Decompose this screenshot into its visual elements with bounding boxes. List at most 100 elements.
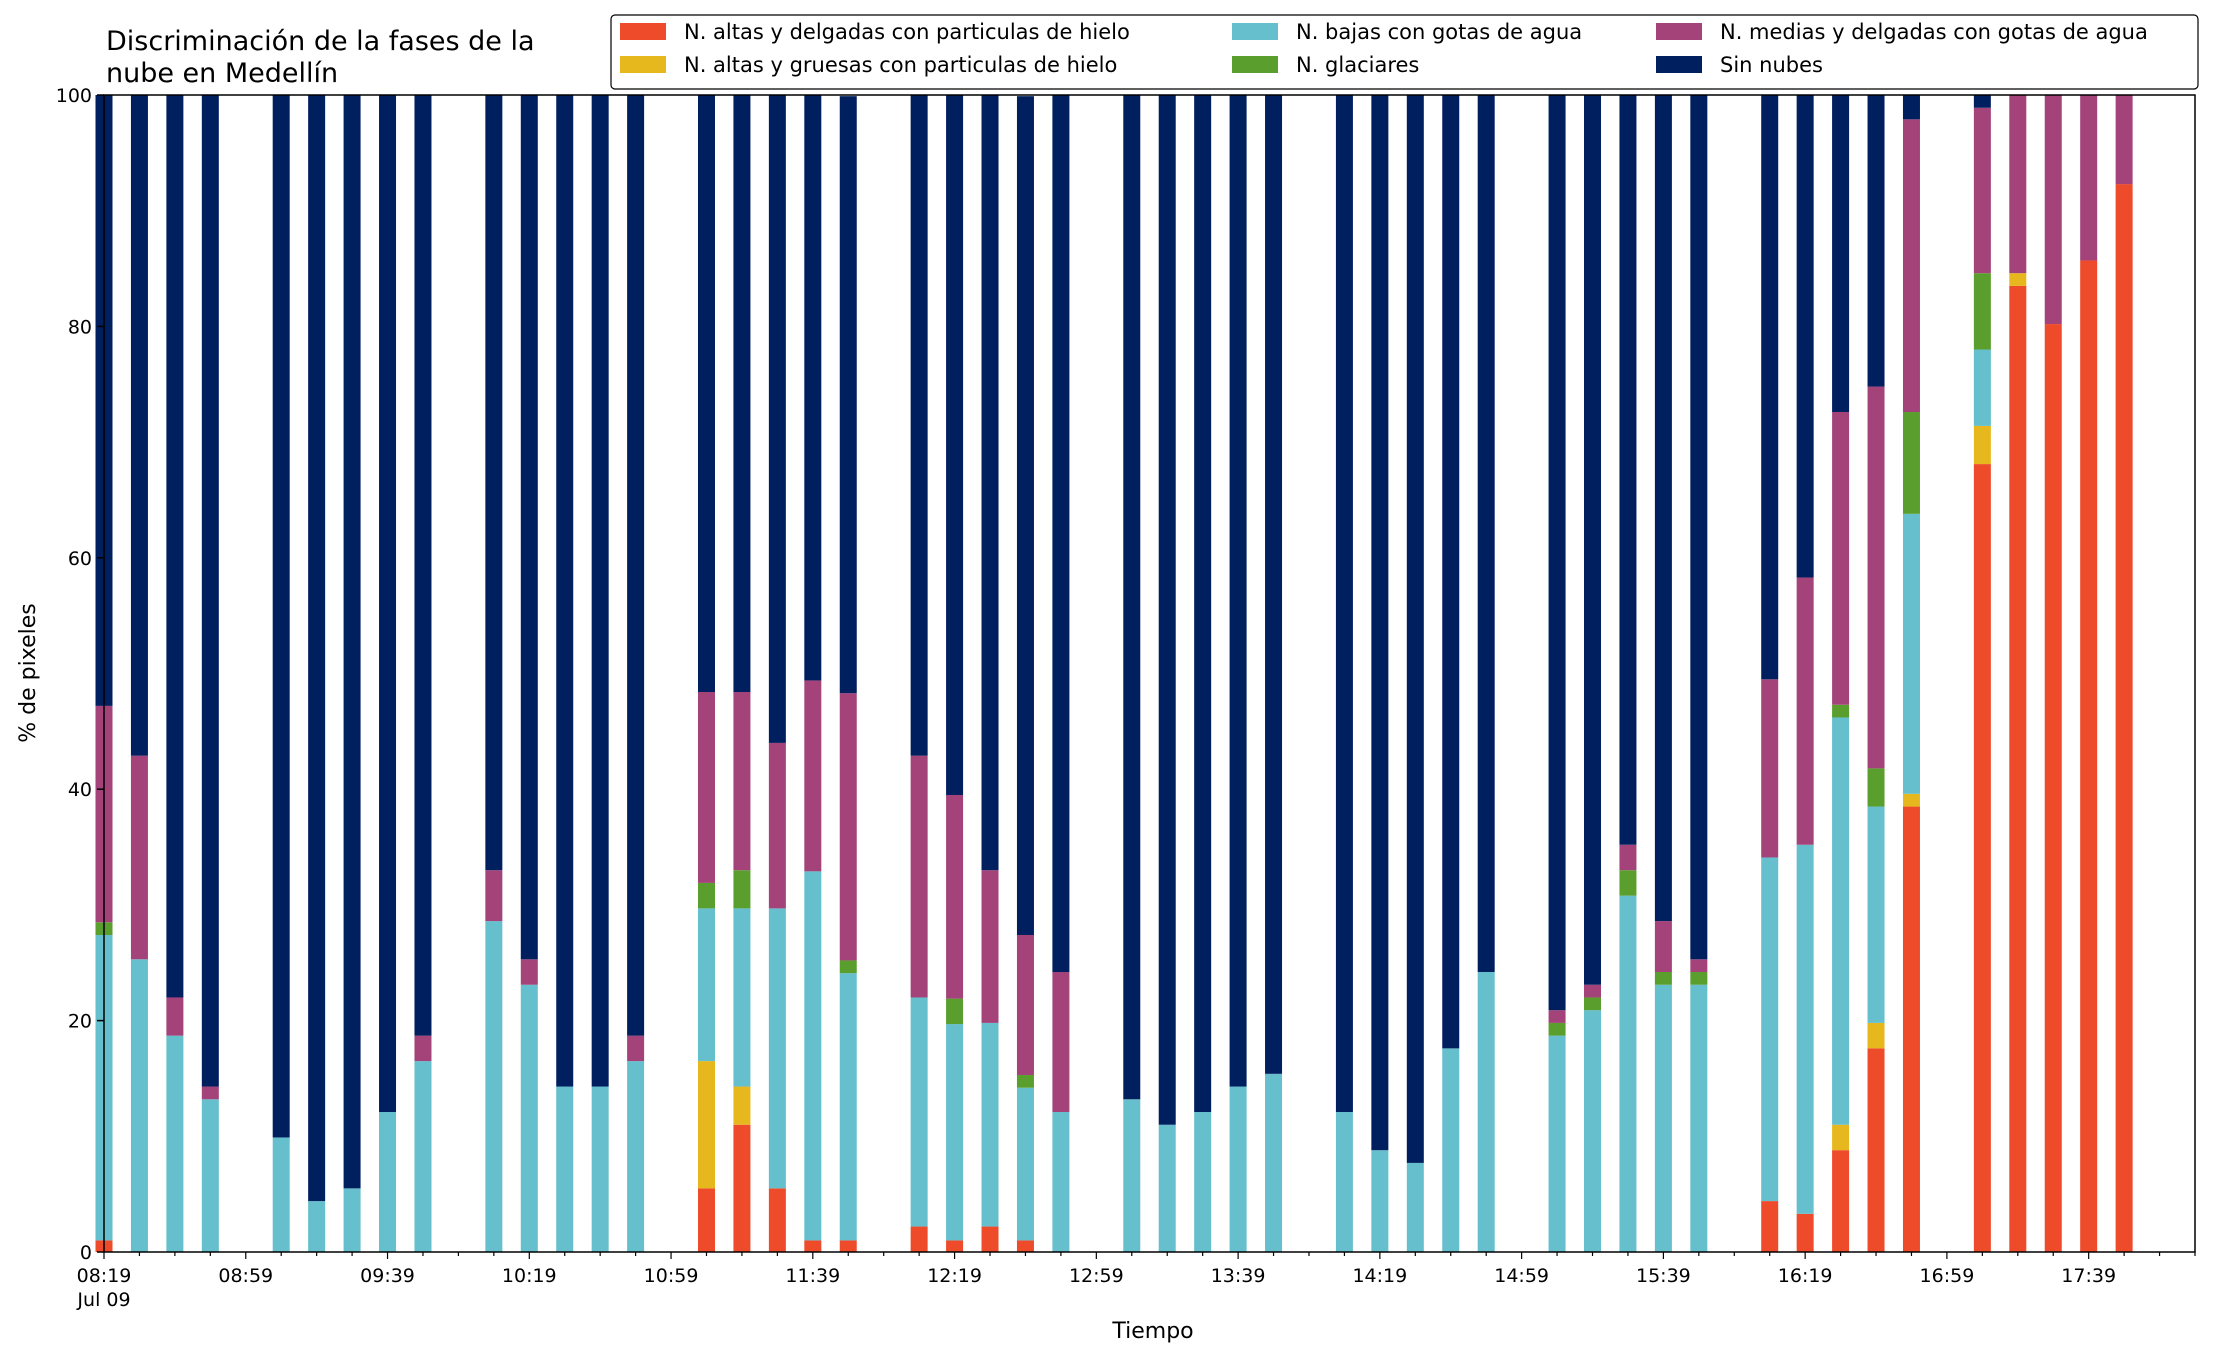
chart-title-line-2: nube en Medellín [106,58,338,89]
bar-segment-s5-t33 [1477,95,1495,973]
bar-segment-s5-t5 [308,95,326,1202]
bar-segment-s2-t10 [520,984,538,1252]
bar-segment-s3-t37 [1654,972,1672,985]
bar-segment-s0-t48 [2115,184,2133,1253]
x-tick-label-14: 17:39 [2061,1265,2116,1287]
bar-segment-s0-t39 [1761,1201,1779,1252]
x-tick-label-9: 14:19 [1352,1265,1407,1287]
bar-segment-s2-t28 [1265,1073,1283,1252]
bar-segment-s0-t43 [1902,806,1920,1252]
bar-segment-s5-t42 [1867,95,1885,387]
x-axis: 08:19 08:59 09:39 10:19 10:59 11:39 12:19 12:59… [76,1252,2196,1311]
x-tick-label-10: 14:59 [1494,1265,1549,1287]
x-tick-label-11: 15:39 [1636,1265,1691,1287]
x-tick-label-1: 08:59 [218,1265,273,1287]
bar-segment-s2-t9 [485,921,503,1252]
bar-segment-s4-t18 [839,693,857,961]
bar-segment-s3-t34 [1548,1022,1566,1036]
bar-segment-s2-t16 [768,908,786,1189]
legend: N. altas y delgadas con particulas de hi… [610,14,2199,90]
y-tick-label-0: 0 [80,1242,92,1264]
bar-segment-s5-t36 [1619,95,1637,845]
bar-segment-s5-t44 [1973,95,1991,108]
bar-segment-s5-t2 [166,95,184,998]
bar-segment-s3-t15 [733,870,751,909]
x-axis-label: Tiempo [1111,1319,1193,1344]
bar-segment-s3-t36 [1619,870,1637,896]
bar-segment-s5-t10 [520,95,538,960]
legend-label-1: N. altas y gruesas con particulas de hie… [684,53,1117,77]
bar-segment-s2-t37 [1654,984,1672,1252]
bar-segment-s4-t35 [1584,984,1602,998]
y-axis-label: % de pixeles [16,603,41,742]
legend-swatch-3 [1232,56,1278,73]
bar-segment-s4-t37 [1654,921,1672,973]
bar-segment-s1-t43 [1902,793,1920,807]
bar-segment-s4-t1 [130,755,148,960]
bar-segment-s2-t36 [1619,895,1637,1252]
bar-segment-s4-t40 [1796,577,1814,845]
bar-segment-s4-t23 [1052,972,1070,1113]
bar-segment-s3-t38 [1690,972,1708,985]
bar-segment-s1-t41 [1832,1124,1850,1151]
bar-segment-s5-t18 [839,96,857,694]
bar-segment-s4-t45 [2009,95,2027,274]
bar-segment-s2-t1 [130,959,148,1252]
bar-segment-s5-t24 [1123,95,1141,1100]
bar-segment-s2-t39 [1761,857,1779,1202]
plot-frame [103,94,2196,1253]
bar-segment-s0-t40 [1796,1213,1814,1252]
bar-segment-s5-t38 [1690,95,1708,960]
chart-title-line-1: Discriminación de la fases de la [106,26,535,57]
legend-label-4: N. medias y delgadas con gotas de agua [1720,20,2148,44]
bar-segment-s2-t29 [1335,1112,1353,1252]
bar-segment-s4-t46 [2044,95,2062,325]
x-tick-label-0: 08:19 [77,1265,132,1287]
x-tick-label-8: 13:39 [1211,1265,1266,1287]
bar-segment-s4-t10 [520,959,538,985]
bar-segment-s3-t18 [839,960,857,974]
bar-segment-s2-t15 [733,908,751,1087]
bar-segment-s5-t34 [1548,95,1566,1011]
bar-segment-s2-t44 [1973,349,1991,426]
y-tick-label-4: 80 [68,316,92,338]
bar-segment-s5-t11 [556,95,574,1087]
bar-segment-s3-t20 [946,998,964,1025]
bar-segment-s2-t24 [1123,1099,1141,1252]
bar-segment-s5-t14 [697,95,715,693]
bar-segment-s2-t12 [591,1086,609,1252]
bar-segment-s5-t13 [627,95,645,1036]
bar-segment-s2-t41 [1832,717,1850,1125]
bar-segment-s4-t21 [981,870,999,1023]
bar-segment-s4-t48 [2115,95,2133,185]
bar-segment-s5-t25 [1158,95,1176,1125]
bar-segment-s4-t47 [2080,95,2098,261]
bar-segment-s0-t42 [1867,1048,1885,1252]
bar-segment-s5-t26 [1194,95,1212,1112]
y-axis: 0 20 40 60 80 100 [56,85,104,1264]
bar-segment-s5-t12 [591,95,609,1087]
bar-segment-s5-t1 [130,95,148,756]
bar-segment-s4-t34 [1548,1010,1566,1023]
bar-segment-s2-t11 [556,1086,574,1252]
bar-segment-s3-t44 [1973,273,1991,350]
legend-label-0: N. altas y delgadas con particulas de hi… [684,20,1130,44]
legend-swatch-5 [1656,56,1702,73]
bar-segment-s4-t38 [1690,959,1708,973]
bar-segment-s4-t8 [414,1035,432,1062]
x-tick-label-4: 10:59 [644,1265,699,1287]
bar-series-group [95,95,2133,1253]
bar-segment-s4-t43 [1902,119,1920,413]
bar-segment-s0-t22 [1016,1240,1034,1252]
legend-swatch-4 [1656,23,1702,40]
bar-segment-s5-t8 [414,95,432,1036]
bar-segment-s4-t42 [1867,386,1885,769]
bar-segment-s2-t6 [343,1188,361,1252]
bar-segment-s2-t19 [910,997,928,1227]
x-date-label: Jul 09 [76,1289,130,1311]
bar-segment-s0-t18 [839,1240,857,1252]
legend-label-2: N. bajas con gotas de agua [1296,20,1582,44]
bar-segment-s1-t42 [1867,1022,1885,1049]
bar-segment-s5-t28 [1265,95,1283,1074]
